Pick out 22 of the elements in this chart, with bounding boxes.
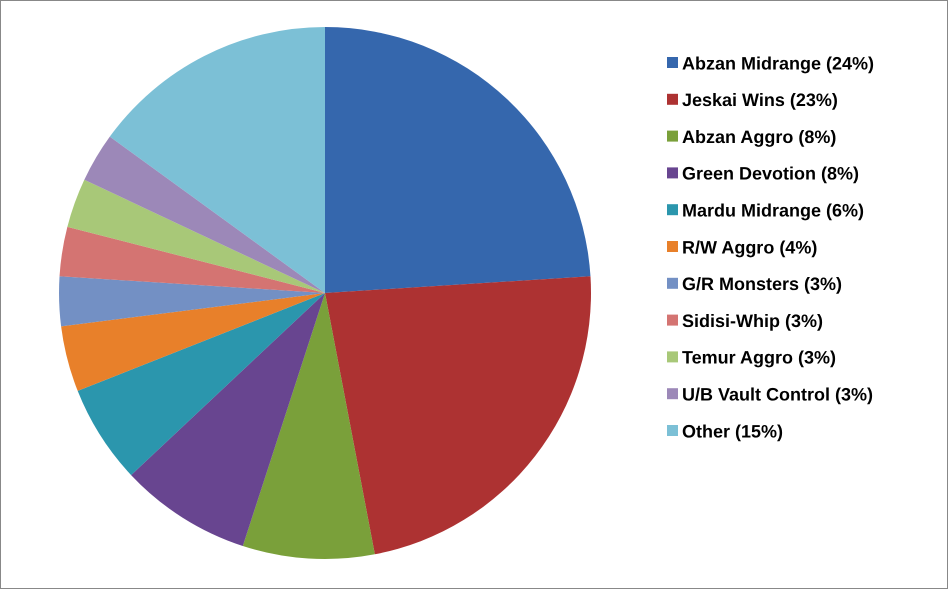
legend-label: Mardu Midrange (6%) <box>682 200 864 220</box>
legend-label: U/B Vault Control (3%) <box>682 384 874 404</box>
pie-slice <box>325 27 590 293</box>
legend-label: Abzan Midrange (24%) <box>682 53 874 74</box>
pie-slice <box>110 27 325 293</box>
pie-slice <box>78 293 325 476</box>
legend-label: G/R Monsters (3%) <box>682 274 842 294</box>
pie-slice <box>325 276 591 554</box>
pie-slice <box>59 276 325 326</box>
pie-slice <box>60 226 325 293</box>
pie-slice <box>242 293 375 558</box>
legend-label: Sidisi-Whip (3%) <box>682 310 823 331</box>
legend-label: Temur Aggro (3%) <box>682 348 836 368</box>
legend-label: Green Devotion (8%) <box>682 164 860 184</box>
pie-slice <box>67 180 325 293</box>
legend-label: Abzan Aggro (8%) <box>682 126 836 147</box>
pie-slice <box>61 293 325 391</box>
legend-label: R/W Aggro (4%) <box>682 237 818 258</box>
pie-slice <box>131 293 325 546</box>
pie-slice <box>84 136 325 293</box>
legend-label: Jeskai Wins (23%) <box>682 90 838 110</box>
legend-label: Other (15%) <box>682 421 784 442</box>
